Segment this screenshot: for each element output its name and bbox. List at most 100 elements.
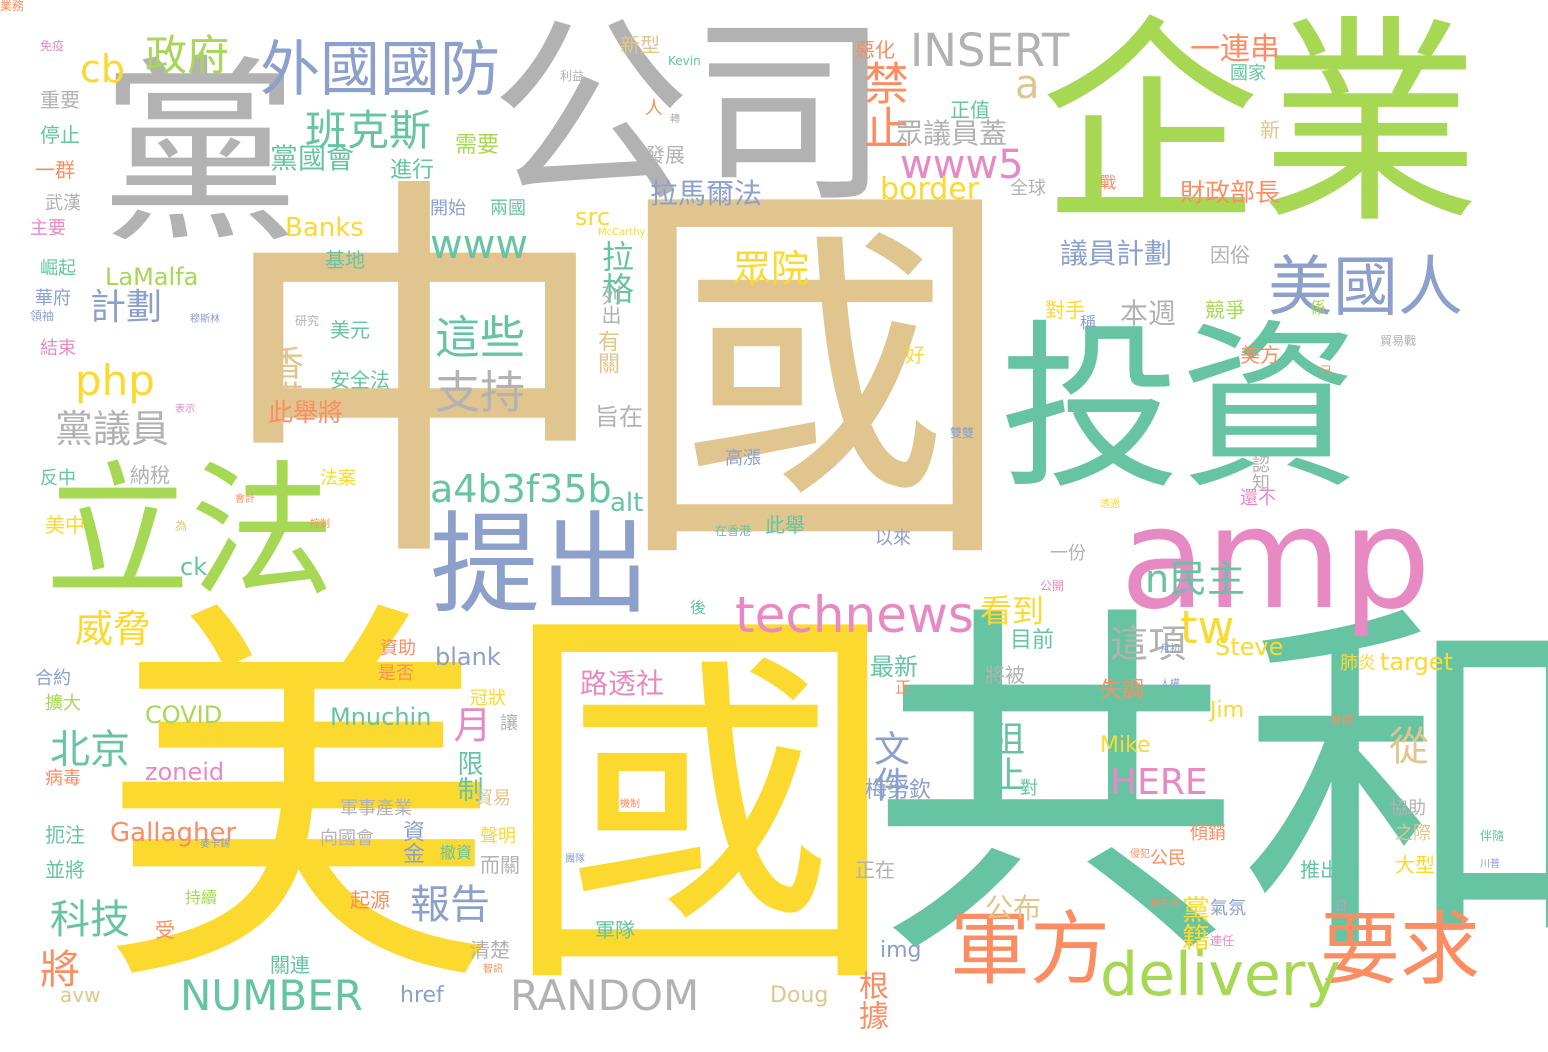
cloud-word: 美國人 <box>1268 250 1464 325</box>
cloud-word: www5 <box>900 142 1024 188</box>
cloud-word: 眾院 <box>733 247 810 291</box>
cloud-word: 已 <box>1320 364 1333 378</box>
cloud-word: 美元 <box>330 318 370 342</box>
cloud-word: 肺炎 <box>1340 653 1376 674</box>
cloud-word: 讓 <box>500 713 518 734</box>
cloud-word: 氣氛 <box>1210 898 1246 919</box>
cloud-word: 月 <box>447 705 491 743</box>
cloud-word: 美中 <box>45 513 85 537</box>
cloud-word: 共和 <box>870 575 1548 1005</box>
cloud-word: Doug <box>770 983 829 1008</box>
cloud-word: Jim <box>1210 698 1245 723</box>
cloud-word: 人權 <box>1160 679 1180 690</box>
cloud-word: 計劃 <box>90 287 163 328</box>
cloud-word: a4b3f35b <box>430 467 612 511</box>
cloud-word: 領袖 <box>30 309 55 323</box>
cloud-word: 旨在 <box>595 403 643 431</box>
cloud-word: 公布 <box>985 892 1042 925</box>
cloud-word: HERE <box>1110 762 1208 803</box>
cloud-word: 全球 <box>1010 178 1046 199</box>
cloud-word: 惡化 <box>855 38 895 62</box>
cloud-word: 參院 <box>1330 714 1355 728</box>
cloud-word: 病毒 <box>45 768 81 789</box>
cloud-word: 川普 <box>1480 859 1500 870</box>
cloud-word: 企業 <box>1040 0 1481 253</box>
cloud-word: 需要 <box>455 133 500 158</box>
cloud-word: 安全法 <box>330 368 390 392</box>
cloud-word: 報告 <box>410 882 490 928</box>
cloud-word: 資助 <box>380 638 416 659</box>
cloud-word: 班克斯 <box>305 106 432 155</box>
cloud-word: 基地 <box>325 248 365 272</box>
cloud-word: 有關 <box>594 330 619 374</box>
cloud-word: 大型 <box>1395 853 1435 877</box>
cloud-word: 外國國防 <box>260 35 500 105</box>
cloud-word: 是否 <box>378 663 414 684</box>
cloud-word: LaMalfa <box>105 263 199 291</box>
cloud-word: 失調 <box>1100 678 1145 703</box>
cloud-word: 資金 <box>399 820 424 864</box>
cloud-word: 納稅 <box>130 463 170 487</box>
cloud-word: 向國會 <box>320 828 374 849</box>
cloud-word: 正值 <box>950 98 990 122</box>
cloud-word: 從 <box>1382 725 1428 765</box>
cloud-word: 並將 <box>45 858 85 882</box>
cloud-word: 議員計劃 <box>1060 237 1173 270</box>
cloud-word: img <box>880 938 922 963</box>
cloud-word: 崛起 <box>40 258 76 279</box>
cloud-word: 列出 <box>598 285 622 325</box>
cloud-word: 後 <box>690 598 707 617</box>
cloud-word: 雙雙 <box>950 426 975 440</box>
cloud-word: 軍事產業 <box>340 798 412 819</box>
cloud-word: 公民 <box>1150 848 1186 869</box>
cloud-word: 伴隨 <box>1480 829 1505 843</box>
cloud-word: 因俗 <box>1210 243 1250 267</box>
cloud-word: 團隊 <box>565 854 585 865</box>
cloud-word: 國家 <box>1230 63 1266 84</box>
cloud-word: zoneid <box>145 758 225 786</box>
cloud-word: delivery <box>1100 940 1341 1010</box>
cloud-word: 重要 <box>40 88 80 112</box>
cloud-word: Kevin <box>668 54 701 68</box>
cloud-word: 中國 <box>215 147 1015 612</box>
cloud-word: 黨主導 <box>1150 899 1180 910</box>
cloud-word: 擴大 <box>45 693 81 714</box>
cloud-word: 要求 <box>1320 903 1480 996</box>
cloud-word: 對 <box>1020 778 1038 799</box>
cloud-word: 一群 <box>35 158 75 182</box>
cloud-word: 對手 <box>1045 298 1085 322</box>
cloud-word: 月初 <box>1160 644 1180 655</box>
cloud-word: 威脅 <box>75 607 152 651</box>
cloud-word: 華府 <box>35 288 71 309</box>
cloud-word: 利益 <box>560 69 585 83</box>
cloud-word: 香港 <box>263 345 303 415</box>
cloud-word: 路透社 <box>580 667 665 700</box>
cloud-word: technews <box>735 586 974 644</box>
cloud-word: Mnuchin <box>330 703 432 731</box>
cloud-word: 目前 <box>1010 628 1055 653</box>
cloud-word: 控制 <box>310 519 330 530</box>
cloud-word: 文件 <box>868 730 909 802</box>
cloud-word: 而關 <box>480 853 520 877</box>
cloud-word: 禁止 <box>856 60 909 150</box>
cloud-word: www <box>430 222 529 268</box>
cloud-word: 投資 <box>1000 305 1361 514</box>
cloud-word: 一份 <box>1050 543 1086 564</box>
cloud-word: 黨籍 <box>1178 895 1211 951</box>
cloud-word: 眾議員蓋 <box>895 117 1008 150</box>
cloud-word: 看到 <box>980 592 1045 630</box>
cloud-word: COVID <box>145 701 223 729</box>
cloud-word: Gallagher <box>110 818 237 848</box>
cloud-word: 侵犯 <box>1130 849 1150 860</box>
cloud-word: Mike <box>1100 733 1151 758</box>
cloud-word: 在香港 <box>715 524 752 538</box>
cloud-word: a <box>1015 62 1040 108</box>
cloud-word: 開始 <box>430 198 466 219</box>
cloud-word: 新 <box>1260 118 1280 142</box>
cloud-word: 財政部長 <box>1180 178 1281 207</box>
cloud-word: 美國 <box>100 572 900 1037</box>
cloud-word: 黨議員 <box>55 407 170 451</box>
cloud-word: 發展 <box>645 143 685 167</box>
cloud-word: src <box>575 203 611 231</box>
